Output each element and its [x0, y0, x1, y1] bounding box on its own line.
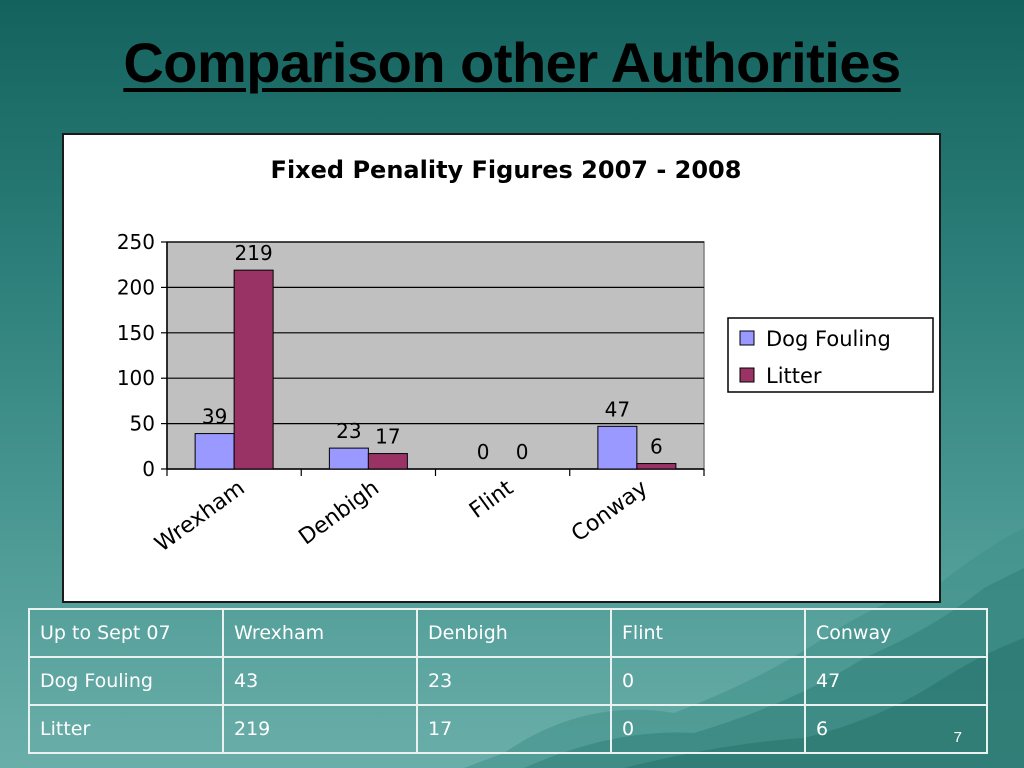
comparison-table: Up to Sept 07 Wrexham Denbigh Flint Conw…: [28, 608, 988, 754]
bar: [636, 463, 677, 470]
table-header-cell: Wrexham: [222, 608, 418, 658]
bar: [194, 433, 235, 470]
legend-entry: Dog Fouling: [766, 327, 891, 351]
bar-chart: Fixed Penality Figures 2007 - 2008 0 50 10…: [117, 156, 934, 558]
y-tick-label: 250: [117, 230, 155, 254]
table-cell: 23: [416, 656, 612, 706]
chart-container: Fixed Penality Figures 2007 - 2008 0 50 10…: [62, 133, 941, 603]
table-header-row: Up to Sept 07 Wrexham Denbigh Flint Conw…: [28, 608, 988, 658]
y-tick-label: 150: [117, 321, 155, 345]
table-cell: Dog Fouling: [28, 656, 224, 706]
legend-swatch: [739, 367, 755, 383]
table-header-cell: Up to Sept 07: [28, 608, 224, 658]
data-label: 6: [650, 435, 663, 459]
y-tick-label: 100: [117, 366, 155, 390]
data-label: 17: [375, 425, 400, 449]
page-number: 7: [953, 729, 962, 746]
bar: [597, 425, 638, 470]
table-cell: 43: [222, 656, 418, 706]
bar: [328, 447, 369, 470]
chart-title: Fixed Penality Figures 2007 - 2008: [271, 156, 742, 184]
x-tick-label: Denbigh: [294, 476, 383, 551]
bar: [233, 269, 274, 470]
legend-box: [727, 317, 934, 393]
data-label: 47: [605, 397, 630, 421]
slide-title: Comparison other Authorities: [123, 31, 901, 94]
table-cell: 0: [610, 704, 806, 754]
x-tick-label: Wrexham: [151, 476, 250, 558]
table-header-cell: Flint: [610, 608, 806, 658]
table-row: Dog Fouling 43 23 0 47: [28, 656, 988, 706]
bar: [367, 453, 408, 470]
x-tick-label: Flint: [465, 475, 518, 523]
table-cell: 0: [610, 656, 806, 706]
legend-swatch: [739, 330, 755, 346]
table-header-cell: Denbigh: [416, 608, 612, 658]
table-row: Litter 219 17 0 6: [28, 704, 988, 754]
data-label: 219: [235, 241, 273, 265]
table-cell: 47: [804, 656, 988, 706]
y-tick-label: 0: [142, 457, 155, 481]
table-cell: 17: [416, 704, 612, 754]
table-cell: Litter: [28, 704, 224, 754]
y-tick-label: 50: [130, 412, 155, 436]
data-label: 0: [516, 440, 529, 464]
table-cell: 219: [222, 704, 418, 754]
table-cell: 6: [804, 704, 988, 754]
data-label: 0: [477, 440, 490, 464]
x-tick-label: Conway: [567, 476, 652, 548]
y-tick-label: 200: [117, 275, 155, 299]
legend-entry: Litter: [766, 364, 822, 388]
data-label: 23: [336, 419, 361, 443]
data-label: 39: [202, 405, 227, 429]
table-header-cell: Conway: [804, 608, 988, 658]
